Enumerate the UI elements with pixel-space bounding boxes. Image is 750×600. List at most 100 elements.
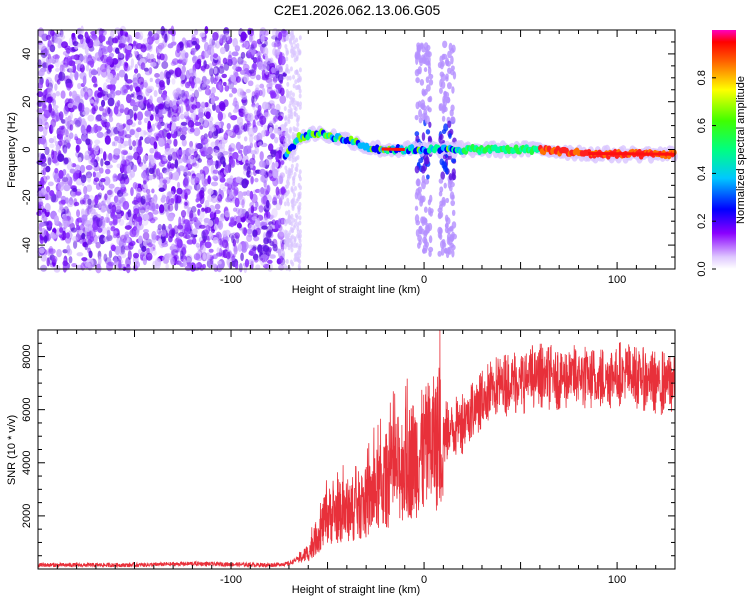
heatmap-cell bbox=[290, 111, 294, 117]
heatmap-cell bbox=[210, 181, 219, 187]
heatmap-cell bbox=[65, 82, 73, 89]
heatmap-cell bbox=[40, 264, 48, 272]
heatmap-cell bbox=[181, 89, 186, 98]
heatmap-cell bbox=[247, 259, 255, 265]
heatmap-cell bbox=[72, 64, 77, 74]
heatmap-cell bbox=[285, 191, 289, 197]
colorbar-gradient bbox=[712, 30, 736, 269]
heatmap-cell bbox=[118, 259, 122, 269]
heatmap-cell bbox=[66, 141, 71, 150]
heatmap-cell bbox=[157, 121, 161, 131]
heatmap-cell bbox=[158, 187, 165, 192]
snr-marks bbox=[37, 329, 676, 569]
heatmap-cell bbox=[206, 252, 210, 260]
heatmap-cell bbox=[246, 120, 251, 126]
heatmap-cell bbox=[81, 232, 86, 240]
heatmap-cell bbox=[265, 211, 269, 218]
heatmap-cell bbox=[230, 114, 238, 121]
heatmap-cell bbox=[99, 234, 106, 245]
heatmap-cell bbox=[142, 257, 148, 266]
heatmap-cell bbox=[243, 136, 248, 142]
heatmap-cell bbox=[261, 173, 268, 184]
heatmap-cell bbox=[194, 142, 199, 152]
heatmap-cell bbox=[296, 121, 300, 127]
heatmap-cell bbox=[102, 82, 108, 92]
heatmap-cell bbox=[167, 203, 174, 212]
heatmap-cell bbox=[184, 52, 189, 59]
heatmap-cell bbox=[37, 82, 43, 89]
heatmap-cell bbox=[295, 37, 299, 43]
heatmap-cell bbox=[210, 195, 218, 204]
heatmap-cell bbox=[420, 43, 424, 50]
heatmap-cell bbox=[441, 129, 447, 135]
heatmap-cell bbox=[444, 222, 449, 229]
heatmap-cell bbox=[139, 52, 143, 60]
heatmap-cell bbox=[174, 159, 179, 169]
heatmap-cell bbox=[237, 243, 243, 252]
heatmap-cell bbox=[73, 198, 78, 207]
heatmap-cell bbox=[38, 42, 46, 51]
heatmap-cell bbox=[187, 262, 192, 267]
heatmap-cell bbox=[43, 229, 49, 237]
heatmap-cell bbox=[135, 138, 140, 148]
heatmap-cell bbox=[271, 27, 279, 38]
heatmap-cell bbox=[230, 157, 235, 167]
heatmap-cell bbox=[56, 130, 64, 141]
heatmap-cell bbox=[259, 115, 267, 125]
heatmap-cell bbox=[157, 238, 163, 246]
heatmap-cell bbox=[124, 231, 130, 238]
heatmap-cell bbox=[115, 250, 122, 256]
heatmap-cell bbox=[106, 212, 110, 218]
heatmap-cell bbox=[45, 185, 51, 193]
heatmap-cell bbox=[290, 45, 294, 51]
heatmap-cell bbox=[445, 197, 450, 204]
heatmap-cell bbox=[293, 105, 297, 111]
heatmap-cell bbox=[112, 37, 119, 44]
heatmap-cell bbox=[65, 173, 70, 182]
heatmap-cell bbox=[148, 174, 154, 181]
heatmap-cell bbox=[295, 127, 299, 133]
heatmap-cell bbox=[287, 68, 291, 74]
heatmap-cell bbox=[219, 237, 225, 247]
heatmap-cell bbox=[104, 160, 111, 166]
heatmap-cell bbox=[419, 79, 425, 86]
heatmap-cell bbox=[96, 217, 103, 228]
heatmap-cell bbox=[173, 138, 178, 147]
heatmap-cell bbox=[289, 243, 293, 249]
heatmap-cell bbox=[72, 187, 78, 192]
heatmap-cell bbox=[230, 74, 237, 83]
heatmap-cell bbox=[90, 68, 98, 76]
heatmap-cell bbox=[159, 53, 165, 61]
heatmap-cell bbox=[59, 29, 64, 38]
heatmap-cell bbox=[100, 158, 104, 167]
heatmap-cell bbox=[298, 176, 302, 182]
heatmap-cell bbox=[180, 250, 184, 260]
heatmap-cell bbox=[246, 228, 253, 235]
heatmap-cell bbox=[217, 220, 224, 230]
heatmap-cell bbox=[200, 101, 206, 109]
heatmap-cell bbox=[416, 68, 421, 75]
heatmap-cell bbox=[210, 160, 217, 166]
heatmap-cell bbox=[183, 227, 190, 236]
colorbar-tick-label: 0.6 bbox=[696, 118, 708, 133]
heatmap-cell bbox=[288, 75, 292, 81]
heatmap-cell bbox=[212, 237, 219, 244]
heatmap-cell bbox=[66, 55, 73, 66]
heatmap-cell bbox=[119, 28, 124, 37]
heatmap-cell bbox=[209, 256, 214, 265]
heatmap-cell bbox=[80, 124, 86, 135]
heatmap-cell bbox=[223, 33, 230, 42]
heatmap-cell bbox=[428, 78, 434, 86]
heatmap-cell bbox=[265, 190, 269, 196]
heatmap-cell bbox=[95, 241, 101, 249]
heatmap-cell bbox=[131, 200, 139, 205]
heatmap-cell bbox=[94, 194, 99, 205]
heatmap-cell bbox=[288, 103, 292, 109]
heatmap-cell bbox=[290, 213, 294, 219]
heatmap-cell bbox=[150, 239, 156, 245]
heatmap-cell bbox=[108, 183, 115, 189]
heatmap-cell bbox=[291, 32, 295, 38]
heatmap-cell bbox=[133, 112, 138, 121]
heatmap-cell bbox=[291, 205, 295, 211]
heatmap-cell bbox=[217, 217, 225, 222]
